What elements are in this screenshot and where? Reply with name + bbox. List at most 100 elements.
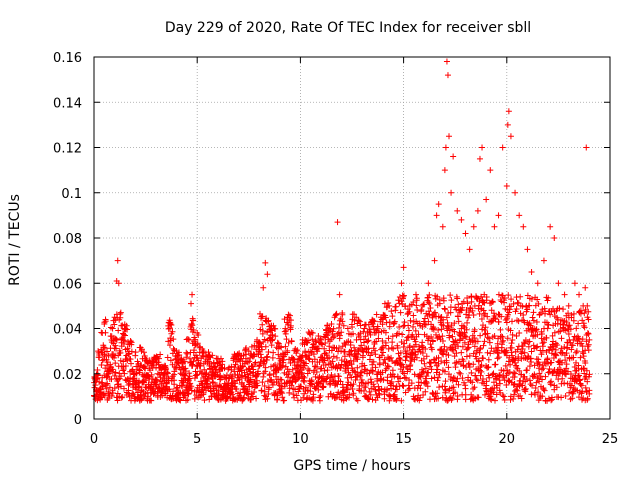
data-point-band xyxy=(356,382,363,389)
data-point xyxy=(466,246,473,253)
data-point-band xyxy=(464,294,471,301)
data-point xyxy=(470,223,477,230)
data-point-band xyxy=(127,338,134,345)
data-point-band xyxy=(300,377,307,384)
data-point-band xyxy=(539,362,546,369)
data-point-band xyxy=(328,321,335,328)
data-point-band xyxy=(584,378,591,385)
data-point-band xyxy=(302,349,309,356)
data-point xyxy=(245,348,252,355)
data-point xyxy=(584,302,591,309)
data-point-band xyxy=(413,295,420,302)
data-point-band xyxy=(463,334,470,341)
data-point-band xyxy=(547,311,554,318)
data-point-band xyxy=(285,319,292,326)
data-point-band xyxy=(394,344,401,351)
data-point-band xyxy=(482,324,489,331)
data-point xyxy=(353,314,360,321)
data-point-band xyxy=(521,349,528,356)
data-point-band xyxy=(577,354,584,361)
data-point-band xyxy=(384,386,391,393)
data-point-band xyxy=(275,351,282,358)
data-point xyxy=(206,352,213,359)
data-point-band xyxy=(422,321,429,328)
data-point-band xyxy=(495,350,502,357)
data-point-band xyxy=(186,370,193,377)
data-point-band xyxy=(340,322,347,329)
data-point-band xyxy=(244,359,251,366)
data-point-band xyxy=(362,333,369,340)
data-point-band xyxy=(508,318,515,325)
data-point xyxy=(398,280,405,287)
data-point-band xyxy=(283,380,290,387)
data-point-band xyxy=(326,354,333,361)
data-point-band xyxy=(443,359,450,366)
data-point-band xyxy=(566,322,573,329)
data-point-band xyxy=(434,390,441,397)
data-point-band xyxy=(329,328,336,335)
data-point-band xyxy=(184,350,191,357)
data-point-band xyxy=(399,382,406,389)
data-point-band xyxy=(346,351,353,358)
data-point-band xyxy=(535,389,542,396)
y-tick-label: 0.12 xyxy=(53,142,82,157)
data-point xyxy=(400,264,407,271)
data-point xyxy=(524,246,531,253)
data-point-band xyxy=(436,384,443,391)
data-point-band xyxy=(463,326,470,333)
y-tick-label: 0.02 xyxy=(53,368,82,383)
data-point-band xyxy=(397,309,404,316)
data-point-band xyxy=(246,379,253,386)
data-point-band xyxy=(389,339,396,346)
data-point-band xyxy=(117,357,124,364)
data-point-band xyxy=(257,351,264,358)
data-point-band xyxy=(578,340,585,347)
data-point-band xyxy=(490,379,497,386)
data-point-band xyxy=(160,371,167,378)
data-point-band xyxy=(465,309,472,316)
data-point-band xyxy=(569,342,576,349)
data-point-band xyxy=(96,378,103,385)
data-point-band xyxy=(423,380,430,387)
data-point xyxy=(200,348,207,355)
data-point xyxy=(293,348,300,355)
data-point-band xyxy=(278,344,285,351)
data-point-band xyxy=(515,318,522,325)
data-point-band xyxy=(113,337,120,344)
data-point-band xyxy=(337,378,344,385)
data-point-band xyxy=(165,375,172,382)
data-point-band xyxy=(334,381,341,388)
data-point-band xyxy=(350,390,357,397)
data-point-band xyxy=(356,318,363,325)
data-point-band xyxy=(375,329,382,336)
data-point-band xyxy=(283,327,290,334)
data-point xyxy=(235,352,242,359)
data-point-band xyxy=(548,397,555,404)
data-point-band xyxy=(279,394,286,401)
data-point-band xyxy=(499,333,506,340)
data-point-band xyxy=(112,369,119,376)
data-point-band xyxy=(425,369,432,376)
data-point-band xyxy=(334,365,341,372)
data-point-band xyxy=(502,317,509,324)
data-point-band xyxy=(128,360,135,367)
data-point-band xyxy=(117,373,124,380)
data-point-band xyxy=(393,395,400,402)
data-point-band xyxy=(315,386,322,393)
data-point-band xyxy=(379,321,386,328)
data-point-band xyxy=(496,380,503,387)
data-point-band xyxy=(358,376,365,383)
data-point-band xyxy=(381,395,388,402)
data-point-band xyxy=(234,351,241,358)
data-point-band xyxy=(428,366,435,373)
data-point-band xyxy=(399,295,406,302)
data-point-band xyxy=(445,324,452,331)
data-point-band xyxy=(420,391,427,398)
data-point-band xyxy=(283,336,290,343)
data-point-band xyxy=(533,326,540,333)
data-point-band xyxy=(533,318,540,325)
data-point-band xyxy=(137,391,144,398)
data-point xyxy=(439,223,446,230)
data-point-band xyxy=(428,346,435,353)
data-point-band xyxy=(379,369,386,376)
